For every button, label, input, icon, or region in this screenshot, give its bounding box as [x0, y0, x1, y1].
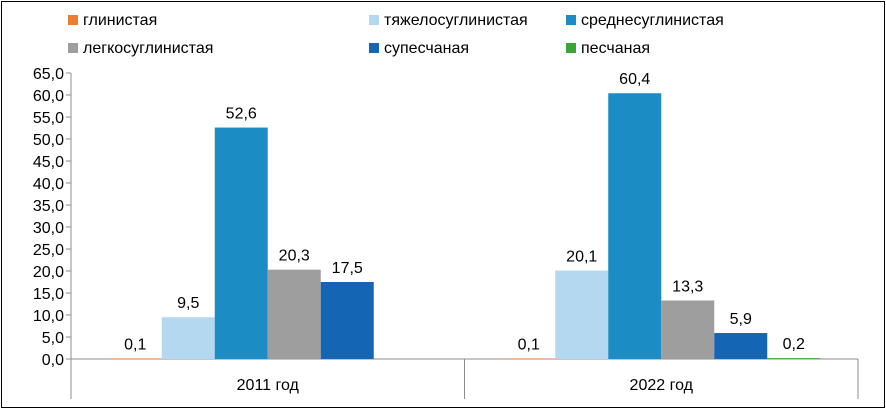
- y-tick-label: 20,0: [33, 264, 64, 281]
- bar-5-1: [320, 282, 374, 359]
- data-label: 20,3: [279, 248, 310, 265]
- bar-5-2: [714, 333, 768, 359]
- data-label: 20,1: [566, 249, 597, 266]
- legend-swatch-4: [68, 43, 78, 53]
- y-tick-label: 40,0: [33, 176, 64, 193]
- data-label: 5,9: [730, 311, 752, 328]
- data-label: 9,5: [177, 295, 199, 312]
- data-label: 0,1: [124, 337, 146, 354]
- data-label: 13,3: [672, 278, 703, 295]
- legend-swatch-5: [369, 43, 379, 53]
- bar-4-1: [267, 269, 321, 359]
- data-label: 0,2: [783, 336, 805, 353]
- legend-swatch-3: [566, 15, 576, 25]
- legend-swatch-2: [369, 15, 379, 25]
- legend-swatch-6: [566, 43, 576, 53]
- data-label: 52,6: [226, 106, 257, 123]
- legend-label-5: супесчаная: [384, 40, 469, 57]
- y-tick-label: 5,0: [42, 330, 64, 347]
- bar-3-2: [608, 93, 662, 360]
- bar-2-1: [161, 317, 215, 359]
- y-tick-label: 45,0: [33, 154, 64, 171]
- y-tick-label: 30,0: [33, 220, 64, 237]
- y-tick-label: 35,0: [33, 198, 64, 215]
- legend-label-3: среднесуглинистая: [581, 12, 724, 29]
- y-tick-label: 15,0: [33, 286, 64, 303]
- x-tick-label: 2011 год: [237, 377, 300, 394]
- y-tick-label: 0,0: [42, 352, 64, 369]
- y-tick-label: 55,0: [33, 110, 64, 127]
- legend-label-4: легкосуглинистая: [83, 40, 213, 57]
- legend-swatch-1: [68, 15, 78, 25]
- bar-4-2: [661, 300, 715, 359]
- legend-label-2: тяжелосуглинистая: [384, 12, 528, 29]
- data-label: 17,5: [332, 260, 363, 277]
- y-tick-label: 10,0: [33, 308, 64, 325]
- bar-2-2: [555, 270, 609, 359]
- bar-3-1: [214, 127, 268, 359]
- data-label: 60,4: [619, 71, 650, 88]
- bar-6-2: [767, 358, 821, 359]
- legend-label-1: глинистая: [83, 12, 157, 29]
- y-tick-label: 60,0: [33, 88, 64, 105]
- legend-label-6: песчаная: [581, 40, 650, 57]
- y-tick-label: 25,0: [33, 242, 64, 259]
- x-tick-label: 2022 год: [630, 377, 694, 394]
- data-label: 0,1: [518, 337, 540, 354]
- y-tick-label: 65,0: [33, 66, 64, 83]
- y-tick-label: 50,0: [33, 132, 64, 149]
